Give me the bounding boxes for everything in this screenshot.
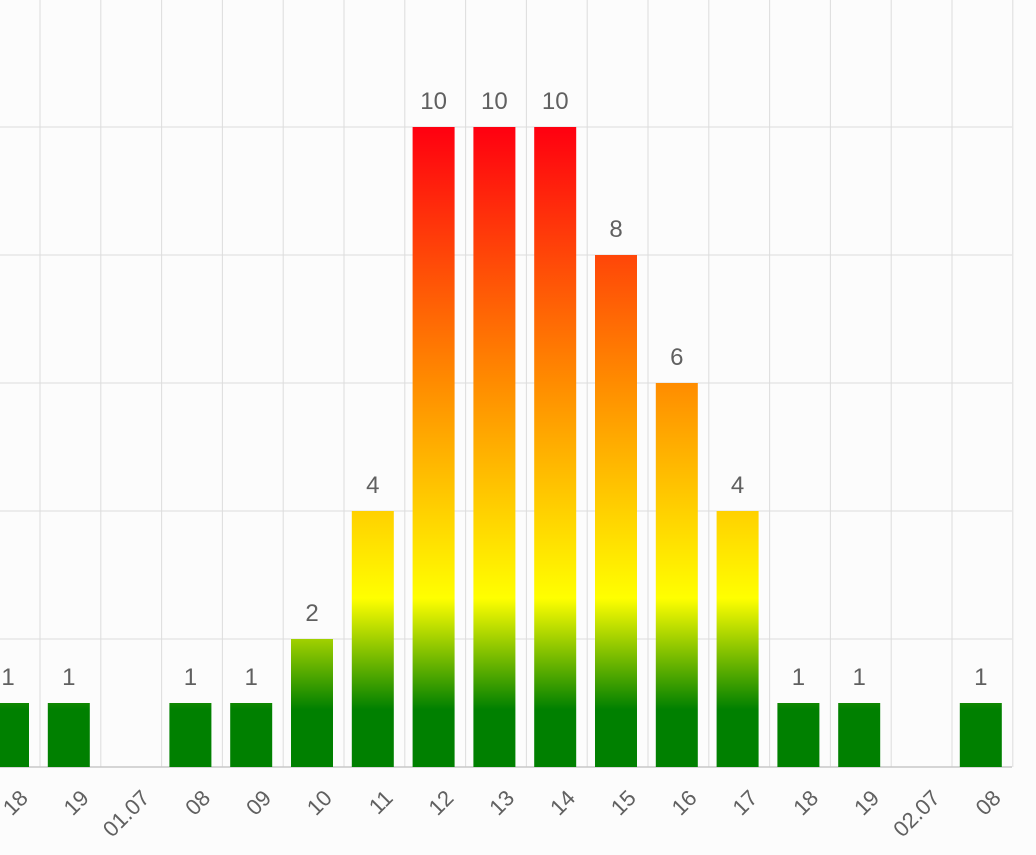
bar-13 xyxy=(473,127,516,767)
data-label: 1 xyxy=(184,664,197,691)
x-tick-label: 10 xyxy=(302,785,337,820)
bar-19 xyxy=(47,703,90,767)
data-label: 2 xyxy=(305,600,318,627)
bar-19 xyxy=(838,703,881,767)
x-tick-label: 19 xyxy=(849,785,884,820)
data-label: 4 xyxy=(731,472,744,499)
x-tick-label: 08 xyxy=(180,785,215,820)
x-tick-labels: 18 19 01.07 08 09 10 11 12 13 14 15 16 17 18 19 02.07 08 xyxy=(0,785,1006,842)
data-label: 6 xyxy=(670,344,683,371)
data-label: 8 xyxy=(609,216,622,243)
bar-12 xyxy=(412,127,455,767)
x-tick-label: 18 xyxy=(0,785,33,820)
bars xyxy=(0,127,1002,767)
data-label: 1 xyxy=(62,664,75,691)
x-tick-label: 01.07 xyxy=(98,785,155,842)
x-tick-label: 12 xyxy=(423,785,458,820)
bar-18 xyxy=(0,703,29,767)
data-label: 4 xyxy=(366,472,379,499)
data-label: 10 xyxy=(420,88,447,115)
x-tick-label: 09 xyxy=(241,785,276,820)
data-labels: 1 1 1 1 2 4 10 10 10 8 6 4 1 1 1 xyxy=(1,88,987,691)
bar-11 xyxy=(351,511,394,767)
data-label: 10 xyxy=(542,88,569,115)
data-label: 1 xyxy=(853,664,866,691)
x-tick-label: 15 xyxy=(606,785,641,820)
bar-10 xyxy=(291,639,333,767)
x-tick-label: 16 xyxy=(667,785,702,820)
bar-09 xyxy=(230,703,273,767)
data-label: 10 xyxy=(481,88,508,115)
data-label: 1 xyxy=(245,664,258,691)
data-label: 1 xyxy=(974,664,987,691)
bar-08 xyxy=(169,703,212,767)
bar-15 xyxy=(595,255,637,767)
x-tick-label: 13 xyxy=(484,785,519,820)
bar-14 xyxy=(534,127,577,767)
bar-16 xyxy=(655,383,698,767)
x-tick-label: 02.07 xyxy=(888,785,945,842)
x-tick-label: 08 xyxy=(971,785,1006,820)
x-tick-label: 17 xyxy=(727,785,762,820)
x-tick-label: 18 xyxy=(788,785,823,820)
bar-18 xyxy=(777,703,820,767)
x-tick-label: 14 xyxy=(545,785,580,820)
data-label: 1 xyxy=(792,664,805,691)
x-tick-label: 11 xyxy=(364,785,398,819)
bar-08 xyxy=(959,703,1002,767)
x-tick-label: 19 xyxy=(59,785,94,820)
bar-17 xyxy=(716,511,759,767)
data-label: 1 xyxy=(1,664,14,691)
